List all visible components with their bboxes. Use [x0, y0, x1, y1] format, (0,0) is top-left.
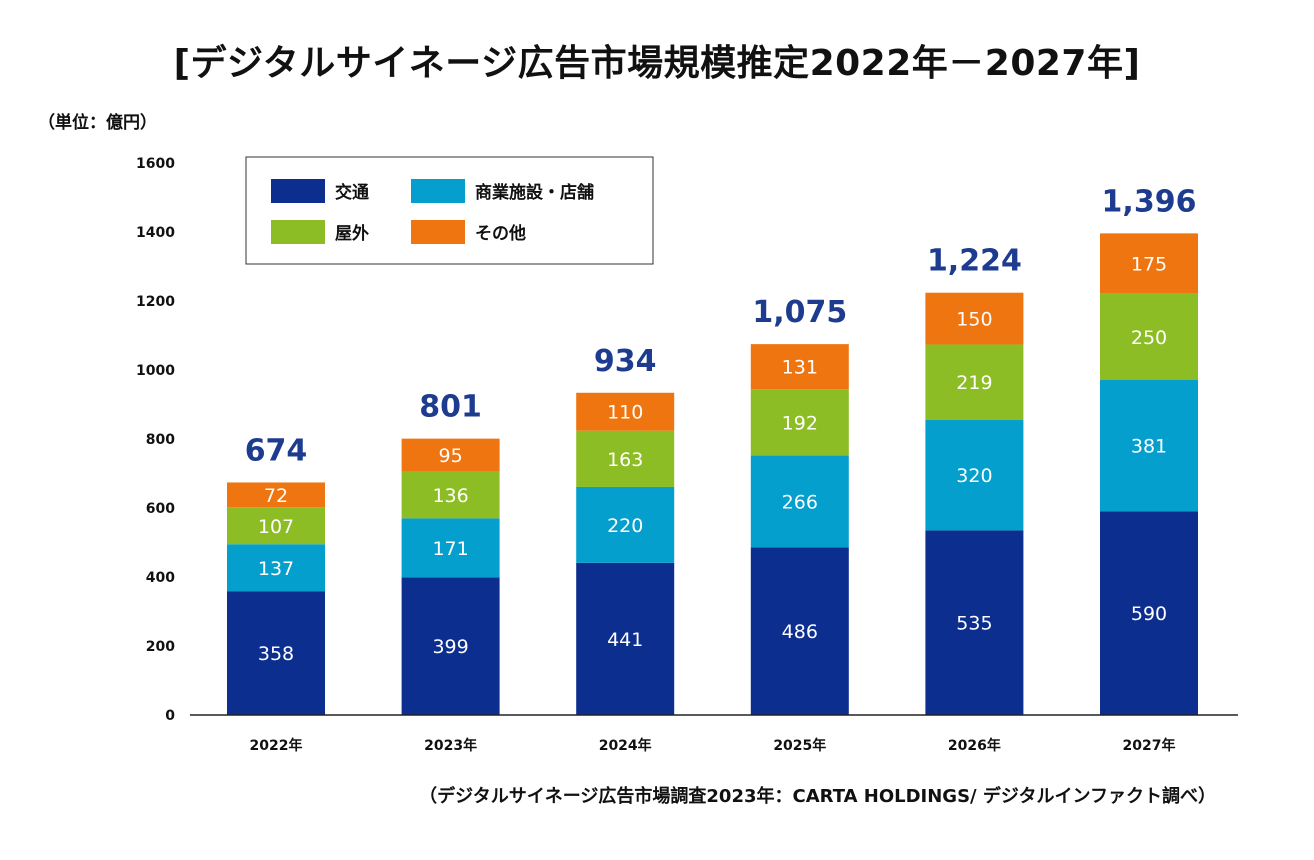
legend-swatch	[271, 220, 325, 244]
bar-segment	[401, 471, 500, 519]
y-tick-label: 800	[146, 432, 175, 448]
data-label: 250	[1131, 327, 1167, 349]
bar-segment	[576, 562, 675, 715]
legend-swatch	[411, 220, 465, 244]
x-tick-label: 2024年	[599, 737, 652, 754]
bar-segment	[401, 577, 500, 715]
bar-segment	[750, 547, 849, 715]
bar-segment	[401, 438, 500, 472]
y-tick-label: 1600	[136, 156, 175, 172]
data-label: 320	[956, 465, 992, 487]
data-label: 192	[782, 412, 818, 434]
bar-segment	[1100, 233, 1198, 294]
legend-label: 屋外	[335, 223, 369, 244]
legend-swatch	[411, 179, 465, 203]
data-label: 486	[782, 621, 818, 643]
legend-label: その他	[475, 223, 526, 244]
y-tick-label: 1400	[136, 225, 175, 241]
bar-segment	[925, 420, 1024, 531]
bar-segment	[925, 292, 1024, 345]
data-label: 72	[264, 485, 288, 507]
data-label: 163	[607, 449, 643, 471]
total-label: 1,396	[1102, 184, 1197, 219]
data-label: 107	[258, 516, 294, 538]
data-label: 590	[1131, 603, 1167, 625]
source-note: （デジタルサイネージ広告市場調査2023年：CARTA HOLDINGS/ デジ…	[419, 786, 1216, 807]
x-axis-ticks: 2022年 2023年 2024年 2025年 2026年 2027年	[250, 737, 1176, 754]
x-tick-label: 2023年	[424, 737, 477, 754]
bar-segment	[227, 591, 325, 715]
y-tick-label: 0	[165, 708, 175, 724]
bar-segment	[227, 544, 325, 592]
x-tick-label: 2025年	[773, 737, 826, 754]
legend-label: 交通	[335, 182, 369, 203]
data-label: 441	[607, 629, 643, 651]
data-label: 137	[258, 558, 294, 580]
bar-segment	[750, 455, 849, 548]
bar-segment	[576, 392, 675, 431]
data-label: 399	[432, 636, 468, 658]
data-label: 219	[956, 372, 992, 394]
bar-segment	[750, 389, 849, 456]
y-tick-label: 1200	[136, 294, 175, 310]
y-axis-ticks: 0 200 400 600 800 1000 1200 1400 1600	[136, 156, 175, 724]
y-tick-label: 600	[146, 501, 175, 517]
total-label: 674	[245, 433, 308, 468]
bar-segment	[227, 507, 325, 545]
bar-segment	[925, 530, 1024, 715]
x-tick-label: 2022年	[250, 737, 303, 754]
y-tick-label: 1000	[136, 363, 175, 379]
data-label: 266	[782, 491, 818, 513]
bar-segment	[925, 344, 1024, 421]
data-label: 358	[258, 643, 294, 665]
legend-swatch	[271, 179, 325, 203]
data-label: 171	[432, 538, 468, 560]
bar-segment	[576, 430, 675, 487]
data-label: 535	[956, 613, 992, 635]
x-tick-label: 2026年	[948, 737, 1001, 754]
total-label: 801	[419, 390, 482, 425]
bar-segment	[1100, 293, 1198, 381]
legend-label: 商業施設・店舗	[475, 182, 594, 203]
bars: 358 137 107 72 674 399 171 136 95 801 441 220 163 110…	[227, 184, 1198, 715]
data-label: 136	[432, 485, 468, 507]
bar-segment	[1100, 511, 1198, 715]
data-label: 150	[956, 309, 992, 331]
chart-title: [デジタルサイネージ広告市場規模推定2022年－2027年]	[173, 43, 1141, 84]
total-label: 934	[594, 344, 657, 379]
bar-segment	[227, 482, 325, 508]
data-label: 110	[607, 402, 643, 424]
bar-segment	[750, 344, 849, 390]
bar-segment	[576, 486, 675, 563]
legend-box	[245, 156, 654, 265]
total-label: 1,224	[927, 244, 1022, 279]
data-label: 131	[782, 357, 818, 379]
y-tick-label: 200	[146, 639, 175, 655]
y-tick-label: 400	[146, 570, 175, 586]
data-label: 381	[1131, 436, 1167, 458]
data-label: 175	[1131, 254, 1167, 276]
unit-label: （単位：億円）	[38, 113, 157, 133]
data-label: 220	[607, 515, 643, 537]
bar-segment	[401, 518, 500, 578]
bar-segment	[1100, 380, 1198, 512]
data-label: 95	[439, 445, 463, 467]
total-label: 1,075	[752, 295, 847, 330]
x-tick-label: 2027年	[1123, 737, 1176, 754]
